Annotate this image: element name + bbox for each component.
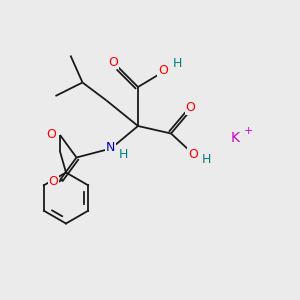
Text: H: H	[201, 153, 211, 167]
Text: O: O	[188, 148, 198, 161]
Text: O: O	[186, 101, 195, 114]
Text: O: O	[47, 128, 56, 141]
Text: K: K	[231, 131, 240, 145]
Text: O: O	[158, 64, 168, 77]
Text: O: O	[108, 56, 118, 69]
Text: H: H	[172, 57, 182, 70]
Text: N: N	[106, 141, 115, 154]
Text: +: +	[244, 126, 253, 136]
Text: H: H	[119, 148, 128, 161]
Text: O: O	[49, 175, 58, 188]
